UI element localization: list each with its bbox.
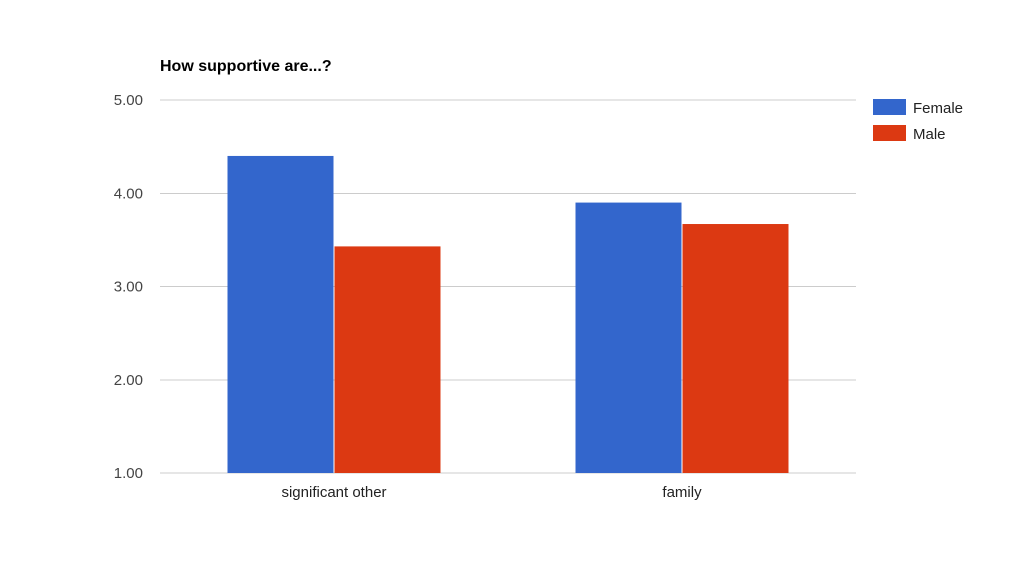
x-category-label: significant other xyxy=(281,484,386,501)
bar-male-family[interactable] xyxy=(682,224,789,473)
legend-label-female[interactable]: Female xyxy=(913,100,963,117)
legend: Female Male xyxy=(873,99,963,143)
y-tick-label: 2.00 xyxy=(114,372,143,389)
bar-female-family[interactable] xyxy=(575,202,682,473)
x-category-label: family xyxy=(662,484,702,501)
y-tick-label: 1.00 xyxy=(114,465,143,482)
bars xyxy=(227,155,789,473)
legend-label-male[interactable]: Male xyxy=(913,126,946,143)
legend-swatch-female xyxy=(873,99,906,115)
y-tick-label: 5.00 xyxy=(114,92,143,109)
x-axis-labels: significant other family xyxy=(281,484,702,501)
y-axis-ticks: 1.00 2.00 3.00 4.00 5.00 xyxy=(114,92,143,482)
y-tick-label: 4.00 xyxy=(114,185,143,202)
chart-title: How supportive are...? xyxy=(160,58,332,75)
legend-swatch-male xyxy=(873,125,906,141)
bar-female-significant-other[interactable] xyxy=(227,155,334,473)
bar-male-significant-other[interactable] xyxy=(334,246,441,473)
y-tick-label: 3.00 xyxy=(114,279,143,296)
